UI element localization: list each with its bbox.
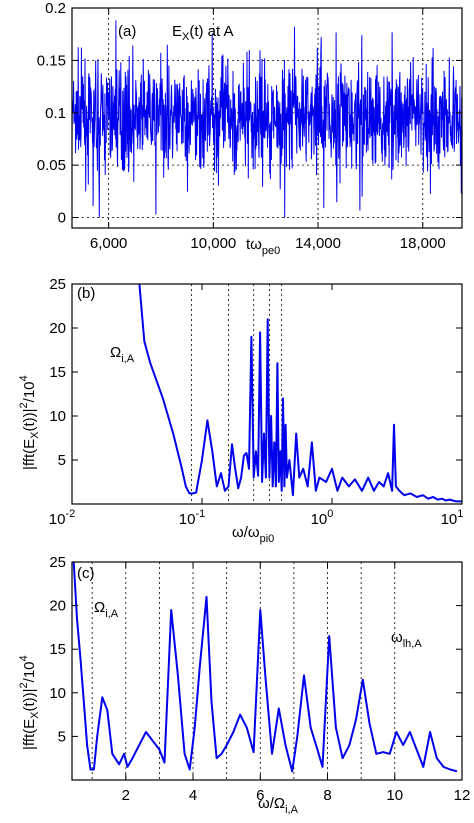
panel-a-title: EX(t) at A (172, 23, 234, 43)
panel-a-label: (a) (118, 23, 136, 40)
c-x-tick-label: 2 (122, 787, 130, 804)
c-x-tick-label: 10 (386, 787, 403, 804)
b-x-tick-label: 10-1 (179, 508, 205, 528)
a-x-tick-label: 14,000 (295, 235, 341, 252)
b-x-tick-label: 101 (441, 508, 464, 528)
c-y-tick-label: 5 (58, 728, 66, 745)
a-y-tick-label: 0 (58, 210, 66, 227)
b-y-tick-label: 10 (49, 408, 66, 425)
panel-a: 6,000 10,000 14,000 18,000 0 0.05 0.1 0.15 0.2 (… (37, 0, 463, 257)
x-axis-label-b: ω/ωpi0 (232, 524, 274, 545)
x-axis-label-c: ω/Ωi,A (258, 795, 299, 816)
a-y-tick-label: 0.05 (37, 157, 66, 174)
annotation-omega-i-c: Ωi,A (94, 599, 119, 620)
a-x-tick-label: 6,000 (90, 235, 128, 252)
b-y-tick-label: 25 (49, 276, 66, 293)
c-x-tick-label: 4 (189, 787, 197, 804)
c-y-tick-label: 20 (49, 598, 66, 615)
b-x-tick-label: 10-2 (49, 508, 75, 528)
a-y-tick-label: 0.2 (45, 0, 66, 17)
a-x-tick-label: 18,000 (400, 235, 446, 252)
plot-frame-c (71, 561, 463, 781)
c-x-tick-label: 12 (454, 787, 471, 804)
plot-frame-b (71, 283, 463, 505)
a-y-tick-label: 0.1 (45, 105, 66, 122)
b-y-tick-label: 5 (58, 452, 66, 469)
annotation-omega-i-b: Ωi,A (110, 344, 135, 365)
a-y-tick-label: 0.15 (37, 52, 66, 69)
plot-frame-a (71, 7, 463, 229)
series-ex-signal (71, 20, 463, 218)
c-x-tick-label: 8 (323, 787, 331, 804)
x-axis-label-a: tωpe0 (246, 236, 280, 257)
c-y-tick-label: 10 (49, 685, 66, 702)
c-x-tick-label: 6 (256, 787, 264, 804)
b-x-tick-label: 100 (311, 508, 334, 528)
y-axis-label-c: |fft(EX(t))|2/104 (18, 655, 41, 750)
panel-c-label: (c) (77, 565, 95, 582)
y-axis-label-b: |fft(EX(t))|2/104 (18, 375, 41, 470)
panel-b-label: (b) (77, 285, 95, 302)
annotation-omega-lh-c: ωlh,A (391, 629, 422, 650)
series-fft-c (72, 561, 458, 773)
a-x-tick-label: 10,000 (190, 235, 236, 252)
b-y-tick-label: 15 (49, 364, 66, 381)
c-y-tick-label: 25 (49, 554, 66, 571)
b-y-tick-label: 20 (49, 320, 66, 337)
series-fft-b (138, 283, 462, 503)
c-y-tick-label: 15 (49, 641, 66, 658)
